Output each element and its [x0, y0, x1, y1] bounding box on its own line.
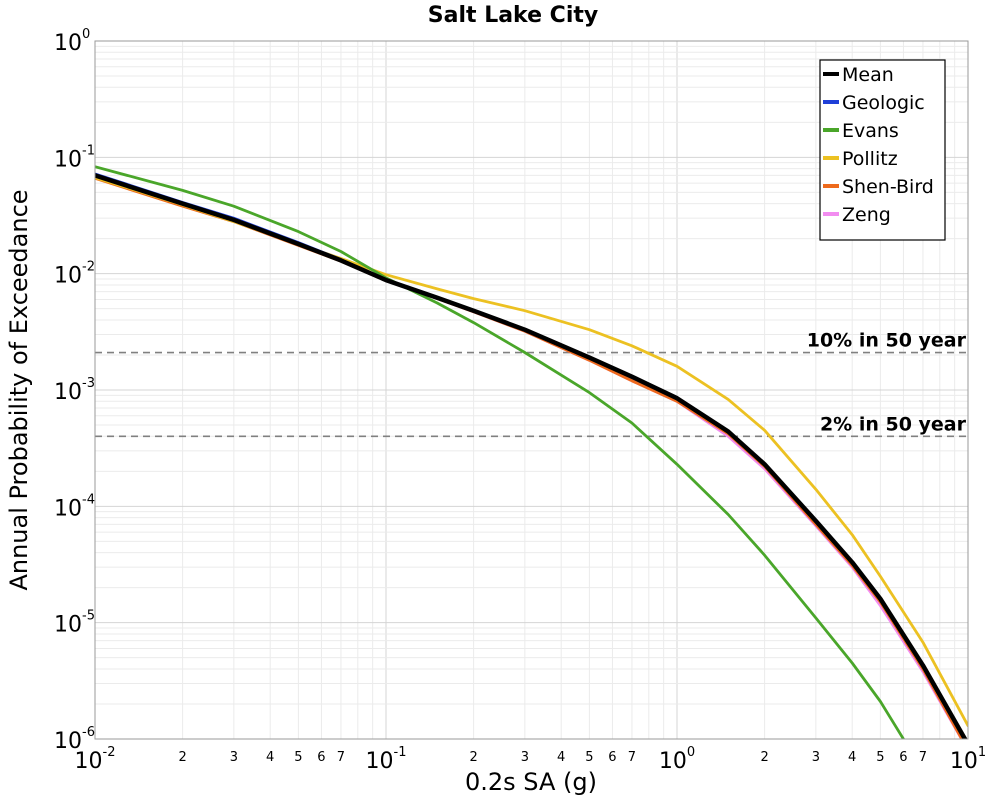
x-minor-tick-label: 4 — [266, 750, 274, 765]
legend-label: Shen-Bird — [842, 176, 934, 198]
x-minor-tick-label: 2 — [760, 750, 768, 765]
x-minor-tick-label: 2 — [178, 750, 186, 765]
y-tick-label: 10-6 — [54, 725, 95, 754]
y-tick-label: 10-4 — [54, 492, 95, 521]
legend: Mean Geologic Evans Pollitz Shen-Bird Zeng — [819, 59, 946, 241]
y-tick-exponent: 0 — [82, 27, 90, 42]
x-minor-tick-label: 7 — [628, 750, 636, 765]
y-tick-base: 10 — [54, 496, 82, 521]
x-minor-tick-label: 3 — [521, 750, 529, 765]
reference-lines: 10% in 50 year 2% in 50 year — [95, 330, 968, 438]
x-minor-tick-label: 3 — [230, 750, 238, 765]
x-tick-base: 10 — [950, 749, 978, 774]
reference-line-label: 2% in 50 year — [820, 413, 967, 435]
legend-box — [819, 59, 946, 241]
x-tick-exponent: -2 — [103, 745, 116, 760]
x-minor-tick-label: 7 — [337, 750, 345, 765]
x-axis-label: 0.2s SA (g) — [465, 768, 597, 796]
legend-label: Mean — [842, 64, 894, 86]
series-group — [95, 165, 968, 739]
legend-label: Pollitz — [842, 148, 898, 170]
plot-border — [94, 40, 969, 740]
y-tick-base: 10 — [54, 31, 82, 56]
x-tick-base: 10 — [75, 749, 103, 774]
x-minor-tick-label: 2 — [469, 750, 477, 765]
y-tick-base: 10 — [54, 613, 82, 638]
y-tick-exponent: -3 — [82, 376, 95, 391]
y-tick-label: 100 — [54, 27, 90, 56]
x-minor-tick-label: 4 — [848, 750, 856, 765]
x-tick-exponent: -1 — [394, 745, 407, 760]
x-tick-label: 10-1 — [366, 745, 407, 774]
legend-label: Zeng — [842, 204, 891, 226]
x-minor-tick-label: 6 — [899, 750, 907, 765]
x-tick-base: 10 — [659, 749, 687, 774]
y-tick-base: 10 — [54, 264, 82, 289]
x-tick-label: 101 — [950, 745, 986, 774]
reference-line-label: 10% in 50 year — [807, 330, 967, 352]
x-minor-tick-label: 7 — [919, 750, 927, 765]
x-minor-tick-label: 6 — [608, 750, 616, 765]
legend-label: Geologic — [842, 92, 925, 114]
x-tick-base: 10 — [366, 749, 394, 774]
x-minor-tick-label: 5 — [585, 750, 593, 765]
series-line-mean — [95, 173, 968, 739]
y-tick-base: 10 — [54, 380, 82, 405]
x-tick-exponent: 1 — [978, 745, 986, 760]
y-tick-exponent: -6 — [82, 725, 95, 740]
y-axis-label: Annual Probability of Exceedance — [5, 189, 33, 590]
y-tick-exponent: -5 — [82, 609, 95, 624]
x-tick-label: 100 — [659, 745, 695, 774]
y-tick-base: 10 — [54, 729, 82, 754]
y-tick-exponent: -1 — [82, 143, 95, 158]
x-tick-exponent: 0 — [687, 745, 695, 760]
x-minor-tick-label: 6 — [317, 750, 325, 765]
series-line-evans — [95, 165, 906, 739]
legend-label: Evans — [842, 120, 899, 142]
y-tick-base: 10 — [54, 147, 82, 172]
y-tick-label: 10-5 — [54, 609, 95, 638]
y-tick-exponent: -4 — [82, 492, 95, 507]
x-minor-tick-label: 4 — [557, 750, 565, 765]
y-tick-label: 10-3 — [54, 376, 95, 405]
x-minor-tick-label: 5 — [876, 750, 884, 765]
x-minor-tick-label: 5 — [294, 750, 302, 765]
y-tick-label: 10-2 — [54, 260, 95, 289]
y-tick-label: 10-1 — [54, 143, 95, 172]
y-tick-exponent: -2 — [82, 260, 95, 275]
x-tick-label: 10-2 — [75, 745, 116, 774]
chart-title: Salt Lake City — [428, 3, 598, 28]
x-minor-tick-label: 3 — [812, 750, 820, 765]
